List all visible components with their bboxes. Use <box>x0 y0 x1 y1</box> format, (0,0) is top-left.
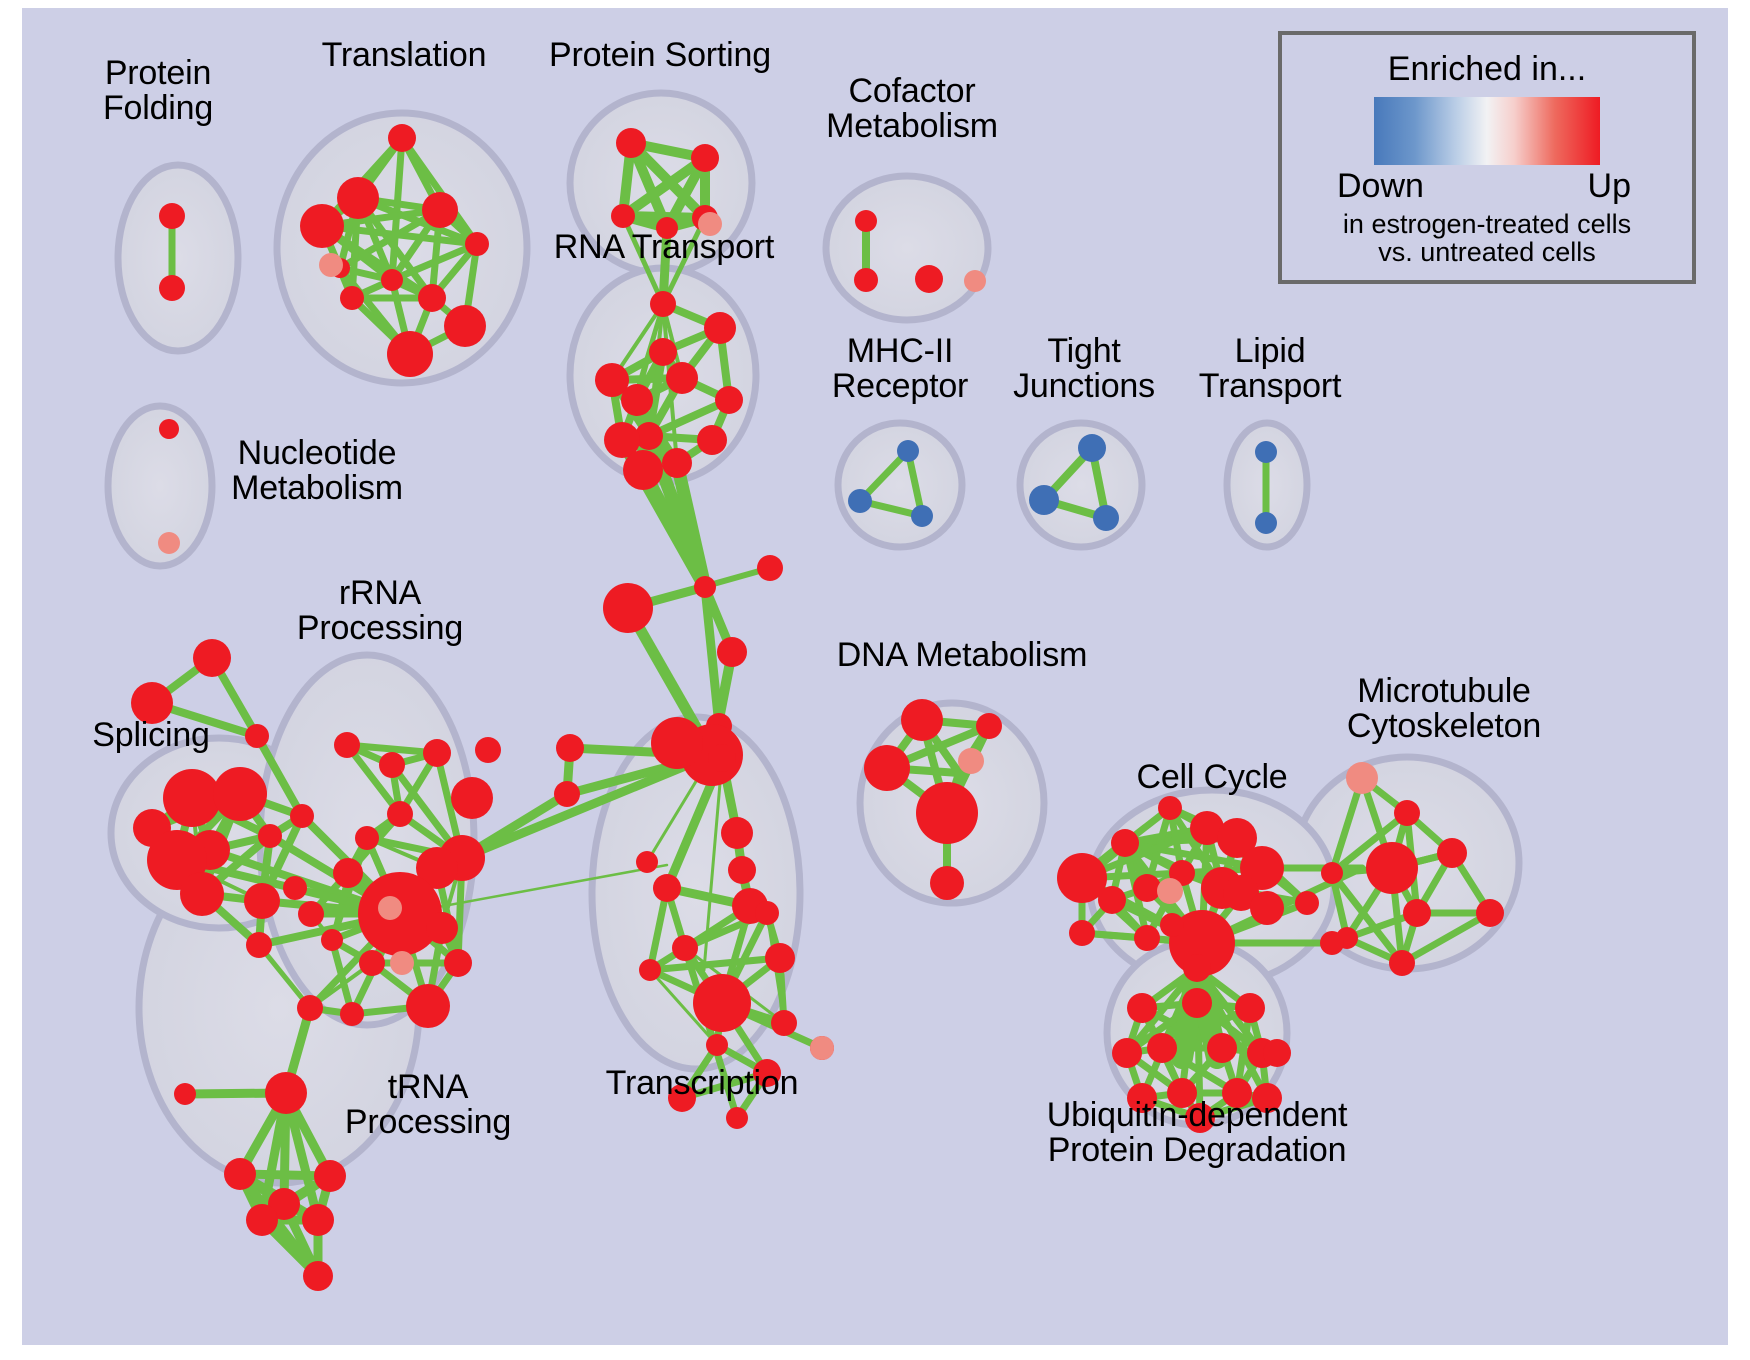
legend-title: Enriched in... <box>1387 50 1587 88</box>
legend-low-label: Down <box>1337 167 1424 205</box>
legend-box: Enriched in... Down Up in estrogen-treat… <box>1278 31 1696 284</box>
legend-high-label: Up <box>1587 167 1631 205</box>
hull-nucleotide-metabolism <box>104 402 216 570</box>
hull-protein-folding <box>114 161 242 355</box>
legend-gradient-bar <box>1374 97 1600 165</box>
hull-mhc-ii-receptor <box>834 419 966 551</box>
legend-endpoints: Down Up <box>1337 167 1637 211</box>
hull-cofactor-metabolism <box>822 172 992 324</box>
legend-caption-line-1: in estrogen-treated cells <box>1342 209 1632 239</box>
network-nodes <box>131 124 1504 1291</box>
legend-caption-line-2: vs. untreated cells <box>1378 237 1596 268</box>
network-plot: Protein Folding Translation Protein Sort… <box>22 8 1728 1345</box>
network-svg <box>104 89 1523 1291</box>
